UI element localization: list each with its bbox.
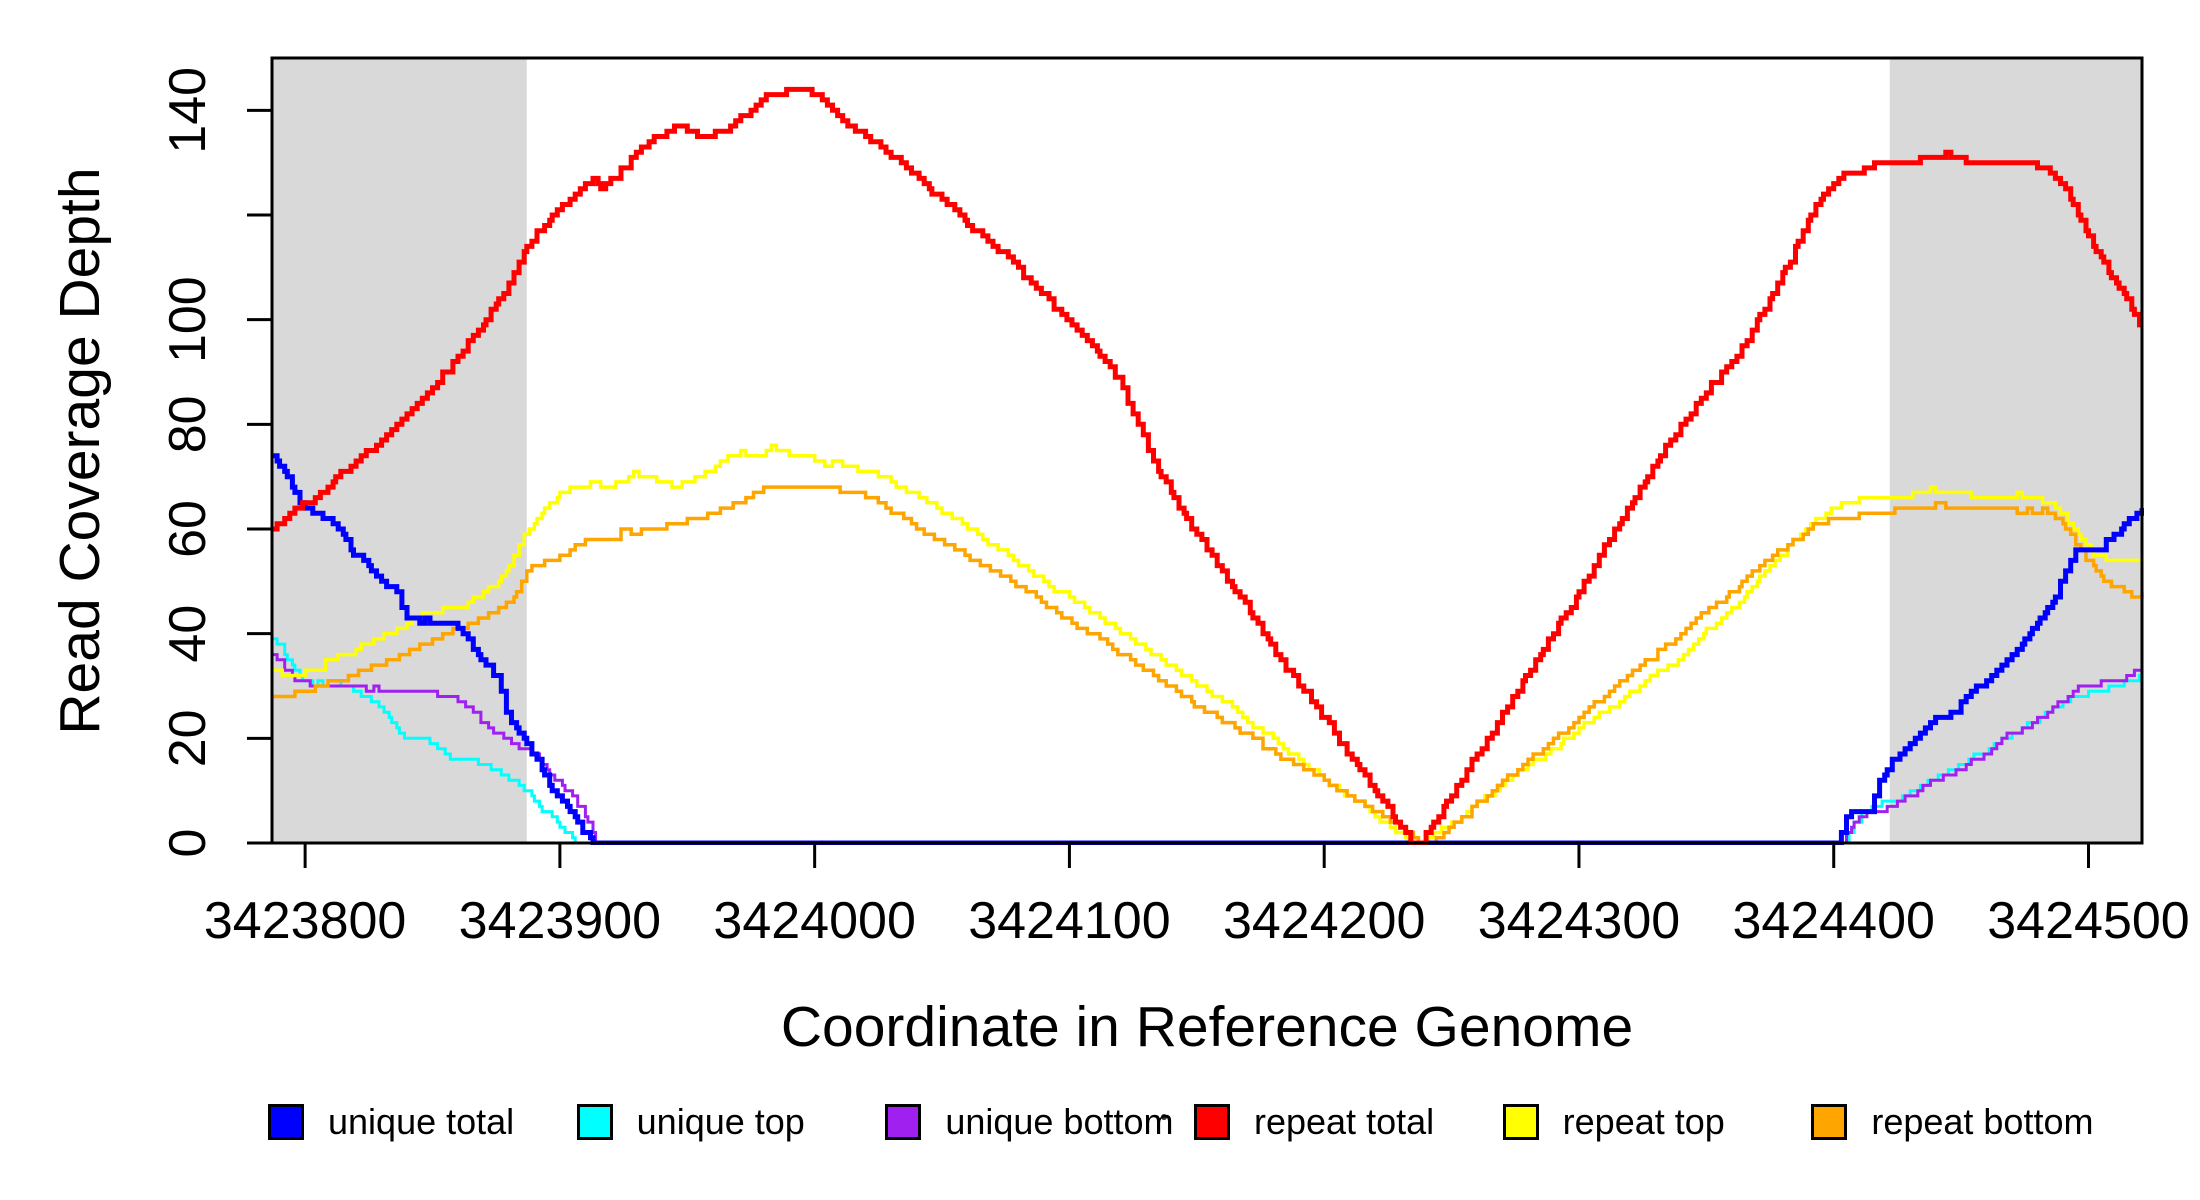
legend-swatch-icon: [1811, 1104, 1848, 1140]
y-tick-label: 80: [159, 395, 217, 453]
legend-swatch-icon: [885, 1104, 922, 1140]
plot-box: [270, 56, 2144, 845]
legend-label: unique top: [636, 1101, 805, 1142]
legend-swatch-icon: [1193, 1104, 1230, 1140]
y-tick-label: 0: [159, 829, 217, 858]
legend-item-unique-top: unique top: [576, 1101, 886, 1142]
legend-label: repeat bottom: [1871, 1101, 2094, 1142]
legend: unique total unique top unique bottom repea…: [268, 1094, 2120, 1150]
series-line-repeat-total: [272, 86, 2142, 845]
y-axis-title: Read Coverage Depth: [48, 167, 112, 735]
legend-item-unique-total: unique total: [268, 1104, 577, 1140]
y-tick-label: 20: [159, 709, 217, 767]
x-tick-label: 3424500: [1987, 892, 2189, 950]
legend-label: unique bottom: [945, 1101, 1174, 1142]
legend-label: repeat total: [1253, 1101, 1435, 1142]
x-tick-label: 3424000: [713, 892, 915, 950]
legend-swatch-icon: [1502, 1104, 1539, 1140]
legend-label: repeat top: [1562, 1101, 1725, 1142]
legend-swatch-icon: [576, 1104, 613, 1140]
x-tick-label: 3424200: [1223, 892, 1425, 950]
shaded-region-1: [1889, 58, 2142, 843]
series-line-repeat-bottom: [272, 485, 2144, 845]
legend-item-repeat-top: repeat top: [1502, 1101, 1812, 1142]
y-tick-label: 40: [159, 605, 217, 663]
legend-item-repeat-bottom: repeat bottom: [1811, 1104, 2120, 1140]
y-tick-label: 100: [159, 276, 217, 363]
x-tick-label: 3423800: [204, 892, 406, 950]
legend-swatch-icon: [268, 1104, 304, 1140]
legend-item-repeat-total: repeat total: [1193, 1101, 1503, 1142]
y-tick-label: 140: [159, 67, 217, 154]
x-tick-label: 3423900: [459, 892, 661, 950]
x-tick-label: 3424100: [968, 892, 1170, 950]
legend-label: unique total: [328, 1101, 515, 1142]
y-tick-label: 60: [159, 500, 217, 558]
stray-dot-mark: [1161, 1114, 1167, 1120]
x-tick-label: 3424400: [1733, 892, 1935, 950]
shaded-region-0: [272, 58, 527, 843]
x-tick-label: 3424300: [1478, 892, 1680, 950]
x-axis-title: Coordinate in Reference Genome: [780, 995, 1634, 1059]
legend-item-unique-bottom: unique bottom: [885, 1104, 1194, 1140]
